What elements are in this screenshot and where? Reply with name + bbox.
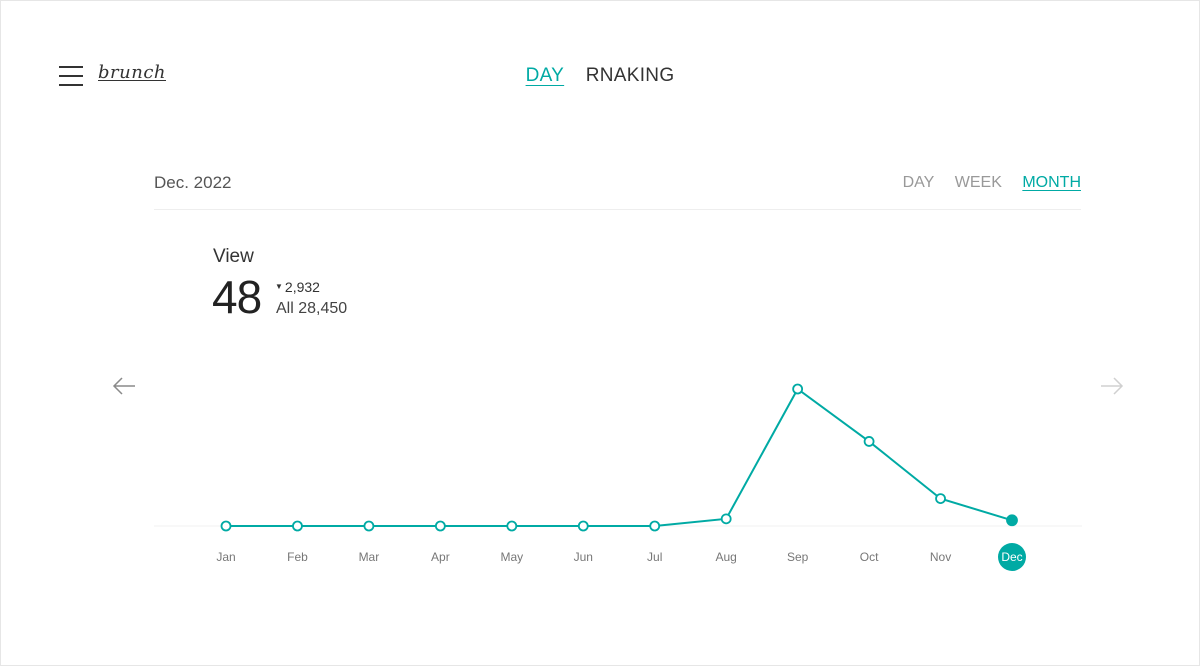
selected-month-badge — [998, 543, 1026, 571]
tab-day[interactable]: DAY — [525, 65, 565, 86]
stat-label: View — [213, 246, 254, 267]
top-nav: DAY RNAKING — [0, 65, 1200, 87]
data-point-dec[interactable] — [1006, 514, 1018, 527]
period-title: Dec. 2022 — [154, 173, 232, 192]
x-tick-nov[interactable]: Nov — [930, 550, 951, 564]
stat-value: 48 — [212, 271, 262, 323]
down-triangle-icon: ▼ — [275, 282, 283, 291]
period-switch: DAY WEEK MONTH — [887, 174, 1081, 192]
x-tick-mar[interactable]: Mar — [359, 550, 380, 564]
data-point-aug[interactable] — [720, 513, 732, 525]
series-line — [226, 387, 1013, 527]
x-tick-dec[interactable]: Dec — [1001, 550, 1022, 564]
data-point-feb[interactable] — [292, 520, 303, 532]
arrow-right-icon[interactable] — [1099, 374, 1125, 398]
x-tick-jun[interactable]: Jun — [574, 550, 593, 564]
x-tick-jan[interactable]: Jan — [216, 550, 235, 564]
x-tick-sep[interactable]: Sep — [787, 550, 809, 564]
data-point-may[interactable] — [506, 520, 518, 532]
x-tick-apr[interactable]: Apr — [431, 550, 450, 564]
stat-total: All 28,450 — [276, 300, 348, 317]
period-option-month[interactable]: MONTH — [1022, 174, 1081, 191]
period-option-day[interactable]: DAY — [902, 174, 935, 191]
data-point-jul[interactable] — [649, 520, 661, 532]
tab-ranking[interactable]: RNAKING — [585, 65, 675, 86]
arrow-left-icon[interactable] — [111, 374, 137, 398]
divider — [154, 209, 1081, 210]
data-point-oct[interactable] — [863, 436, 875, 447]
x-tick-feb[interactable]: Feb — [287, 550, 308, 564]
data-point-jun[interactable] — [577, 520, 589, 532]
x-tick-jul[interactable]: Jul — [647, 550, 662, 564]
hamburger-menu-icon[interactable] — [59, 66, 83, 86]
brunch-logo[interactable]: brunch — [98, 62, 166, 83]
x-tick-oct[interactable]: Oct — [860, 550, 879, 564]
period-option-week[interactable]: WEEK — [954, 174, 1002, 191]
data-point-apr[interactable] — [434, 520, 446, 532]
x-tick-may[interactable]: May — [500, 550, 523, 564]
x-tick-aug[interactable]: Aug — [716, 550, 737, 564]
stat-change-value: 2,932 — [284, 279, 320, 295]
data-point-sep[interactable] — [792, 383, 804, 395]
data-point-mar[interactable] — [363, 520, 375, 532]
data-point-nov[interactable] — [935, 493, 946, 505]
data-point-jan[interactable] — [220, 520, 232, 532]
stat-change: ▼ 2,932 — [275, 279, 320, 295]
